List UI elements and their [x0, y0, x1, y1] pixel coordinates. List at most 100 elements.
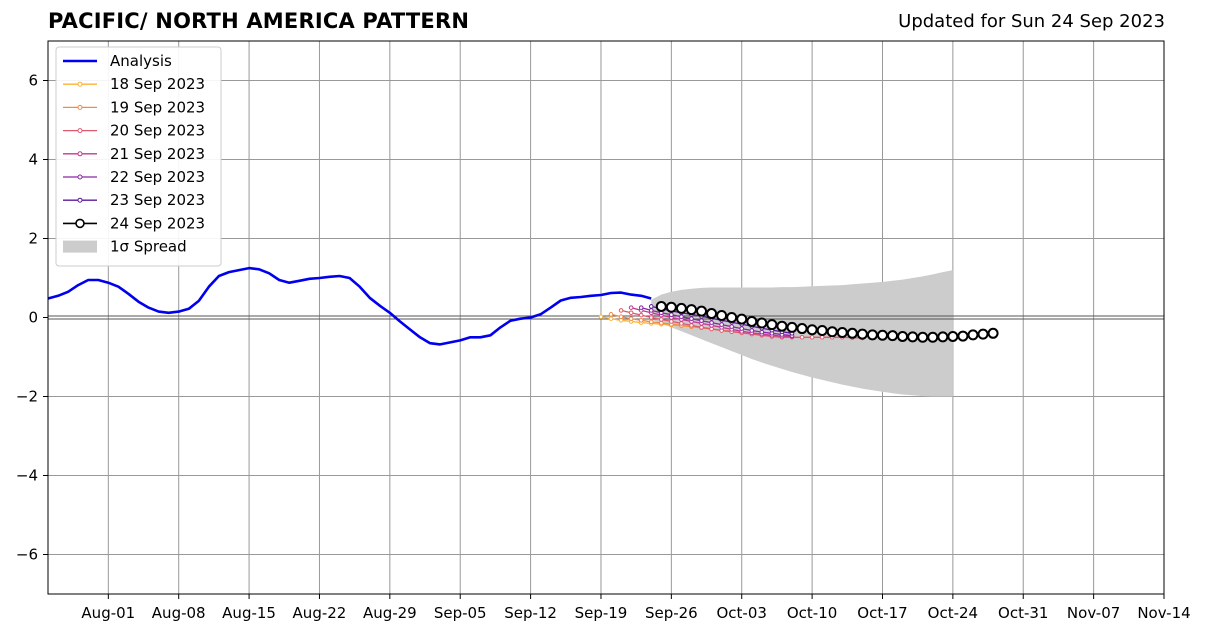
- forecast-point: [679, 314, 684, 320]
- legend-marker: [77, 174, 83, 180]
- legend-marker: [77, 81, 83, 87]
- forecast-point: [826, 326, 838, 338]
- forecast-point: [776, 320, 788, 332]
- x-tick-label: Oct-03: [717, 604, 767, 622]
- forecast-point: [746, 315, 758, 327]
- forecast-point: [887, 330, 899, 342]
- forecast-point: [957, 330, 969, 342]
- x-tick-label: Sep-19: [575, 604, 628, 622]
- forecast-point: [729, 324, 734, 329]
- legend-marker: [77, 197, 83, 203]
- forecast-point: [699, 325, 704, 330]
- forecast-point: [796, 323, 808, 335]
- x-tick-label: Aug-15: [222, 604, 276, 622]
- legend-marker: [77, 128, 83, 134]
- forecast-point: [726, 312, 738, 323]
- legend-marker: [77, 104, 83, 110]
- forecast-point: [696, 305, 708, 317]
- forecast-point: [739, 326, 745, 331]
- legend-label: 18 Sep 2023: [110, 75, 205, 93]
- forecast-point: [638, 317, 644, 323]
- forecast-point: [689, 316, 694, 321]
- forecast-point: [937, 331, 949, 343]
- forecast-point: [685, 304, 697, 316]
- legend-label: 19 Sep 2023: [110, 98, 205, 116]
- plot-frame: [47, 40, 1165, 595]
- legend-label: 24 Sep 2023: [110, 214, 205, 232]
- legend-label: 23 Sep 2023: [110, 191, 205, 209]
- forecast-point: [987, 327, 999, 339]
- forecast-point: [608, 312, 614, 317]
- forecast-point: [628, 305, 634, 310]
- forecast-point: [699, 318, 704, 323]
- forecast-point: [809, 334, 815, 340]
- forecast-point: [689, 323, 694, 328]
- x-tick-label: Sep-26: [645, 604, 698, 622]
- forecast-point: [836, 327, 848, 339]
- forecast-point: [669, 319, 674, 324]
- chart-title: PACIFIC/ NORTH AMERICA PATTERN: [48, 9, 470, 33]
- forecast-point: [736, 313, 748, 325]
- forecast-point: [675, 302, 687, 314]
- legend-swatch: [63, 240, 97, 253]
- forecast-point: [786, 321, 798, 333]
- x-tick-label: Sep-05: [434, 604, 487, 622]
- y-tick-label: 4: [28, 151, 38, 169]
- forecast-point: [846, 327, 858, 339]
- forecast-point: [719, 322, 724, 327]
- forecast-point: [608, 316, 614, 321]
- forecast-point: [977, 328, 989, 340]
- forecast-point: [716, 310, 728, 322]
- legend-marker: [75, 218, 85, 229]
- x-tick-label: Nov-07: [1067, 604, 1120, 622]
- forecast-point: [876, 329, 888, 341]
- forecast-point: [816, 325, 828, 337]
- x-tick-label: Oct-17: [857, 604, 907, 622]
- forecast-point: [749, 328, 755, 333]
- x-tick-label: Sep-12: [504, 604, 557, 622]
- x-tick-label: Nov-14: [1137, 604, 1190, 622]
- legend-label: 22 Sep 2023: [110, 168, 205, 186]
- forecast-point: [679, 321, 684, 326]
- forecast-point: [856, 328, 868, 340]
- chart-updated-date: Updated for Sun 24 Sep 2023: [898, 11, 1165, 32]
- forecast-point: [967, 329, 979, 341]
- y-tick-label: −2: [16, 388, 38, 406]
- forecast-point: [638, 312, 644, 318]
- y-tick-label: 6: [28, 72, 38, 90]
- forecast-point: [618, 308, 624, 313]
- x-tick-label: Oct-10: [787, 604, 837, 622]
- forecast-point: [648, 319, 654, 325]
- forecast-point: [897, 330, 909, 342]
- forecast-point: [658, 317, 664, 322]
- x-tick-label: Aug-29: [363, 604, 417, 622]
- y-tick-label: 0: [28, 309, 38, 327]
- forecast-point: [648, 304, 654, 309]
- y-tick-label: 2: [28, 230, 38, 248]
- x-tick-label: Aug-22: [293, 604, 347, 622]
- forecast-point: [907, 331, 919, 343]
- legend-label: 1σ Spread: [110, 238, 187, 256]
- x-tick-label: Oct-31: [998, 604, 1048, 622]
- x-tick-label: Aug-08: [152, 604, 206, 622]
- forecast-point: [709, 320, 714, 325]
- legend-marker: [77, 151, 83, 157]
- x-tick-label: Aug-01: [81, 604, 135, 622]
- forecast-point: [927, 331, 939, 343]
- forecast-point: [655, 300, 667, 312]
- forecast-point: [648, 308, 654, 313]
- forecast-point: [648, 315, 654, 320]
- legend-box: [55, 46, 222, 267]
- forecast-point: [618, 314, 624, 320]
- forecast-point: [706, 308, 718, 320]
- analysis-line: [47, 266, 652, 346]
- forecast-point: [866, 329, 878, 341]
- forecast-point: [799, 334, 805, 340]
- forecast-line: [641, 306, 793, 337]
- forecast-point: [669, 312, 674, 318]
- forecast-point: [628, 316, 634, 321]
- forecast-point: [628, 310, 634, 316]
- forecast-point: [598, 314, 604, 320]
- forecast-point: [638, 305, 644, 310]
